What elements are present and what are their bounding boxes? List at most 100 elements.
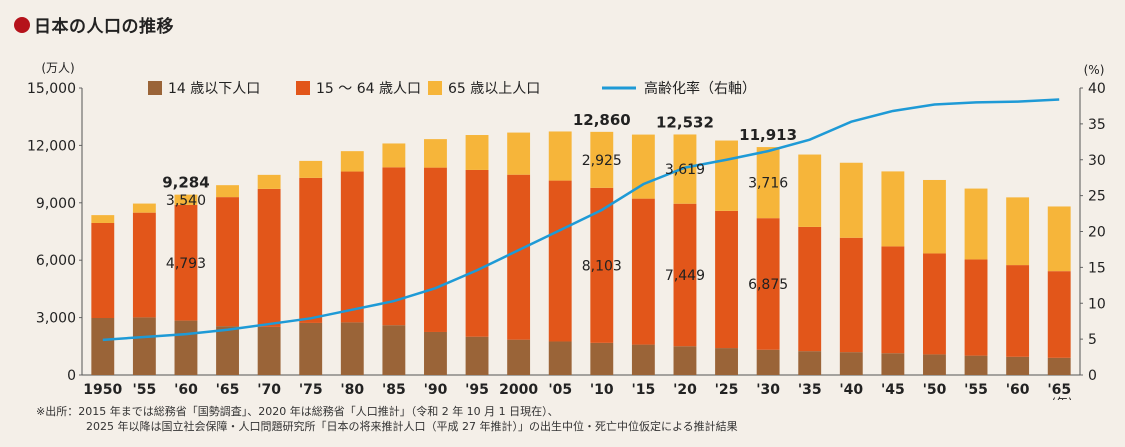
bar-age-0-14: [881, 353, 905, 375]
bar-age-65-plus: [673, 134, 697, 204]
x-tick-label: '30: [756, 382, 780, 398]
y-right-tick-label: 10: [1088, 296, 1106, 312]
bar-age-15-64: [216, 197, 239, 327]
total-label: 9,284: [162, 174, 209, 192]
x-tick-label: '65: [1047, 382, 1071, 398]
bar-age-15-64: [631, 198, 655, 345]
bar-age-15-64: [132, 212, 156, 318]
bar-age-0-14: [715, 348, 738, 375]
bar-age-0-14: [964, 355, 988, 375]
bar-age-15-64: [590, 187, 614, 343]
bar-age-15-64: [174, 204, 198, 321]
bar-age-15-64: [507, 174, 531, 340]
bar-age-0-14: [174, 320, 198, 375]
x-tick-label: '50: [923, 382, 947, 398]
bar-age-15-64: [839, 237, 863, 353]
x-tick-label: '70: [257, 382, 281, 398]
bar-age-65-plus: [132, 203, 156, 213]
bar-age-15-64: [340, 171, 364, 323]
bar-age-0-14: [548, 341, 572, 375]
bar-age-65-plus: [382, 143, 406, 168]
y-right-tick-label: 35: [1088, 117, 1106, 133]
legend-swatch: [428, 81, 442, 95]
segment-value-label: 4,793: [166, 256, 206, 272]
y-right-tick-label: 15: [1088, 260, 1106, 276]
x-tick-label: '25: [715, 382, 739, 398]
aging-rate-line: [102, 98, 1060, 342]
legend-label: 65 歳以上人口: [448, 81, 540, 97]
bar-age-0-14: [1006, 356, 1030, 375]
bar-age-65-plus: [548, 131, 572, 181]
x-tick-label: '90: [424, 382, 448, 398]
bar-age-65-plus: [923, 179, 946, 254]
x-tick-label: '40: [839, 382, 863, 398]
y-right-tick-label: 25: [1088, 189, 1106, 205]
title-row: 日本の人口の推移: [14, 12, 174, 37]
x-tick-label: '35: [798, 382, 822, 398]
bar-age-65-plus: [1047, 206, 1071, 272]
bar-age-0-14: [424, 331, 447, 375]
x-tick-label: '75: [299, 382, 323, 398]
bar-age-0-14: [216, 326, 239, 375]
bar-age-15-64: [798, 226, 822, 352]
chart-title: 日本の人口の推移: [34, 17, 174, 37]
bar-age-0-14: [382, 325, 406, 375]
bar-age-65-plus: [839, 162, 863, 238]
y-right-tick-label: 20: [1088, 225, 1106, 241]
bar-age-15-64: [91, 222, 115, 319]
bar-age-0-14: [839, 352, 863, 375]
footnote-line-2: 2025 年以降は国立社会保障・人口問題研究所「日本の将来推計人口（平成 27 …: [86, 420, 738, 433]
bar-age-0-14: [798, 351, 822, 375]
bar-age-15-64: [1047, 271, 1071, 358]
bar-age-15-64: [756, 218, 780, 350]
x-tick-label: '95: [465, 382, 489, 398]
legend-swatch: [148, 81, 162, 95]
bar-age-0-14: [465, 336, 489, 375]
bar-age-65-plus: [257, 174, 281, 189]
x-tick-label: '55: [964, 382, 988, 398]
y-left-tick-label: 0: [67, 368, 76, 384]
x-tick-label: 2000: [499, 382, 538, 398]
y-right-tick-label: 5: [1088, 332, 1097, 348]
bar-age-0-14: [91, 318, 115, 375]
y-right-unit-label: (%): [1084, 63, 1105, 77]
bar-age-15-64: [548, 180, 572, 342]
legend-label: 高齢化率（右軸）: [644, 80, 756, 97]
segment-value-label: 2,925: [582, 153, 622, 169]
bar-age-65-plus: [881, 171, 905, 247]
x-tick-label: '55: [132, 382, 156, 398]
segment-value-label: 8,103: [582, 258, 622, 274]
bar-age-0-14: [590, 342, 614, 375]
bar-age-0-14: [631, 344, 655, 375]
bar-age-65-plus: [590, 131, 614, 188]
bar-age-15-64: [881, 246, 905, 354]
bar-age-65-plus: [507, 132, 531, 175]
total-label: 12,532: [656, 113, 714, 131]
segment-value-label: 7,449: [665, 268, 705, 284]
x-tick-label: '60: [1006, 382, 1030, 398]
bar-age-15-64: [964, 259, 988, 356]
bar-age-15-64: [465, 169, 489, 337]
segment-value-label: 3,716: [748, 176, 788, 192]
bar-age-15-64: [1006, 265, 1030, 357]
footnote-line-1: ※出所：2015 年までは総務省「国勢調査」、2020 年は総務省「人口推計」（…: [36, 405, 559, 418]
x-tick-label: '65: [216, 382, 240, 398]
bar-age-65-plus: [340, 151, 364, 172]
x-tick-label: '20: [673, 382, 697, 398]
bar-age-0-14: [673, 346, 697, 375]
bar-age-15-64: [673, 203, 697, 347]
bar-age-15-64: [382, 167, 406, 326]
y-left-tick-label: 6,000: [36, 253, 76, 269]
total-label: 12,860: [573, 111, 631, 129]
bar-age-65-plus: [798, 154, 822, 227]
x-tick-label: '05: [548, 382, 572, 398]
bar-age-0-14: [132, 317, 156, 375]
bar-age-15-64: [299, 177, 323, 323]
bar-age-0-14: [507, 339, 531, 375]
legend-label: 15 〜 64 歳人口: [316, 81, 421, 97]
bar-age-65-plus: [91, 215, 115, 223]
bar-age-65-plus: [1006, 197, 1030, 266]
total-label: 11,913: [739, 126, 797, 144]
segment-value-label: 3,540: [166, 193, 206, 209]
legend-label: 14 歳以下人口: [168, 81, 260, 97]
